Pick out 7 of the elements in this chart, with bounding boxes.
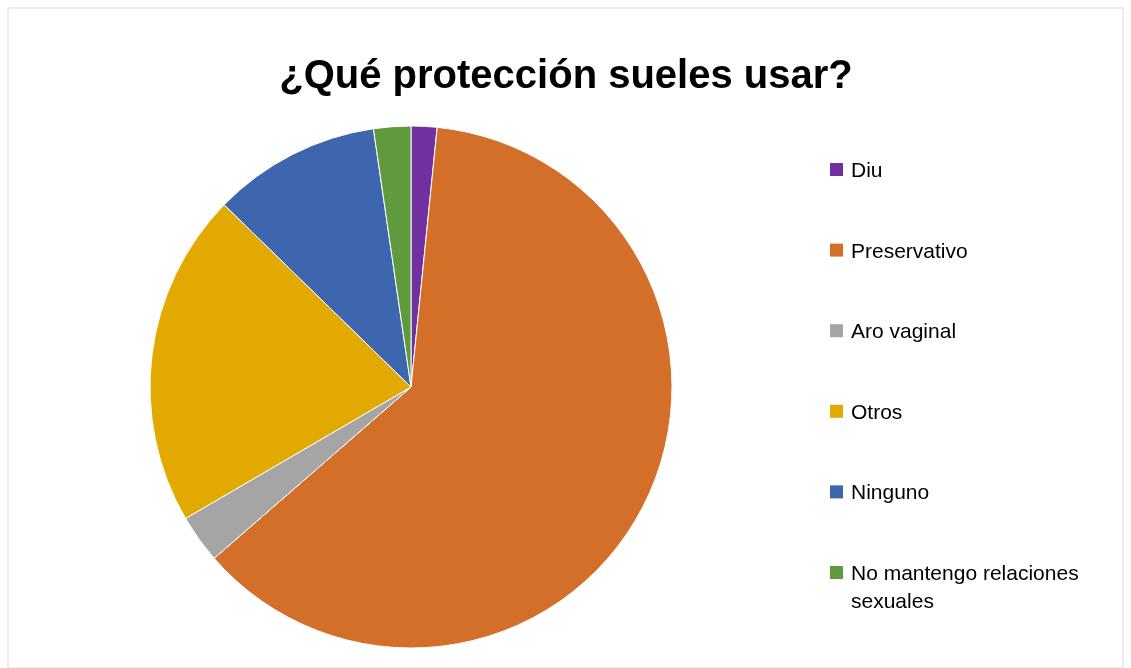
legend-label: Preservativo (851, 238, 968, 262)
legend-label: Aro vaginal (851, 319, 957, 343)
legend-label: Diu (851, 158, 883, 181)
chart-title: ¿Qué protección sueles usar? (279, 52, 853, 96)
legend-label: Ninguno (851, 480, 930, 504)
legend-label: Otros (851, 399, 903, 423)
legend-label: No mantengo relaciones sexuales (851, 561, 1079, 612)
